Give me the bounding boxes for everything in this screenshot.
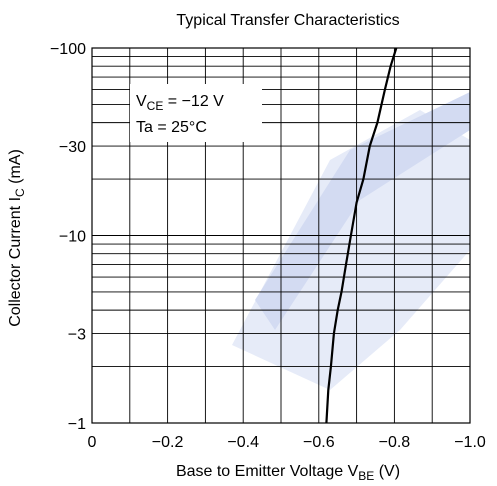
y-tick-label: −30 — [59, 139, 86, 156]
y-axis-label-unit: (mA) — [7, 149, 24, 188]
conditions-annotation: VCE = −12 V Ta = 25°C — [130, 84, 262, 142]
y-tick-labels: −1 −3 −10 −30 −100 — [50, 41, 86, 433]
annotation-vce-value: = −12 V — [163, 93, 224, 110]
annotation-vce-subscript: CE — [147, 99, 164, 113]
y-tick-label: −1 — [68, 416, 86, 433]
y-axis-label-main: Collector Current I — [7, 197, 24, 327]
x-tick-label: −0.6 — [303, 434, 335, 451]
x-tick-labels: 0 −0.2 −0.4 −0.6 −0.8 −1.0 — [88, 434, 486, 451]
x-tick-label: −0.4 — [227, 434, 259, 451]
x-tick-label: −0.2 — [152, 434, 184, 451]
series-layer — [325, 47, 398, 424]
y-tick-label: −10 — [59, 229, 86, 246]
y-tick-label: −3 — [68, 327, 86, 344]
x-axis-label-subscript: BE — [358, 469, 374, 483]
y-tick-label: −100 — [50, 41, 86, 58]
x-axis-label: Base to Emitter Voltage VBE (V) — [176, 463, 400, 483]
y-axis-label: Collector Current IC (mA) — [7, 149, 27, 327]
series-line-0 — [325, 47, 398, 424]
watermark-shape — [232, 110, 470, 390]
x-axis-label-unit: (V) — [374, 463, 400, 480]
x-tick-label: 0 — [88, 434, 97, 451]
annotation-vce-main: V — [136, 93, 147, 110]
y-axis-label-subscript: C — [13, 188, 27, 197]
chart-title: Typical Transfer Characteristics — [176, 12, 399, 29]
watermark-logo — [232, 92, 470, 390]
annotation-vce: VCE = −12 V — [136, 93, 224, 113]
x-axis-label-main: Base to Emitter Voltage V — [176, 463, 359, 480]
plot-frame — [91, 47, 471, 424]
x-tick-label: −0.8 — [379, 434, 411, 451]
watermark-stripe — [255, 92, 470, 330]
x-tick-label: −1.0 — [454, 434, 486, 451]
annotation-temperature: Ta = 25°C — [136, 119, 207, 136]
